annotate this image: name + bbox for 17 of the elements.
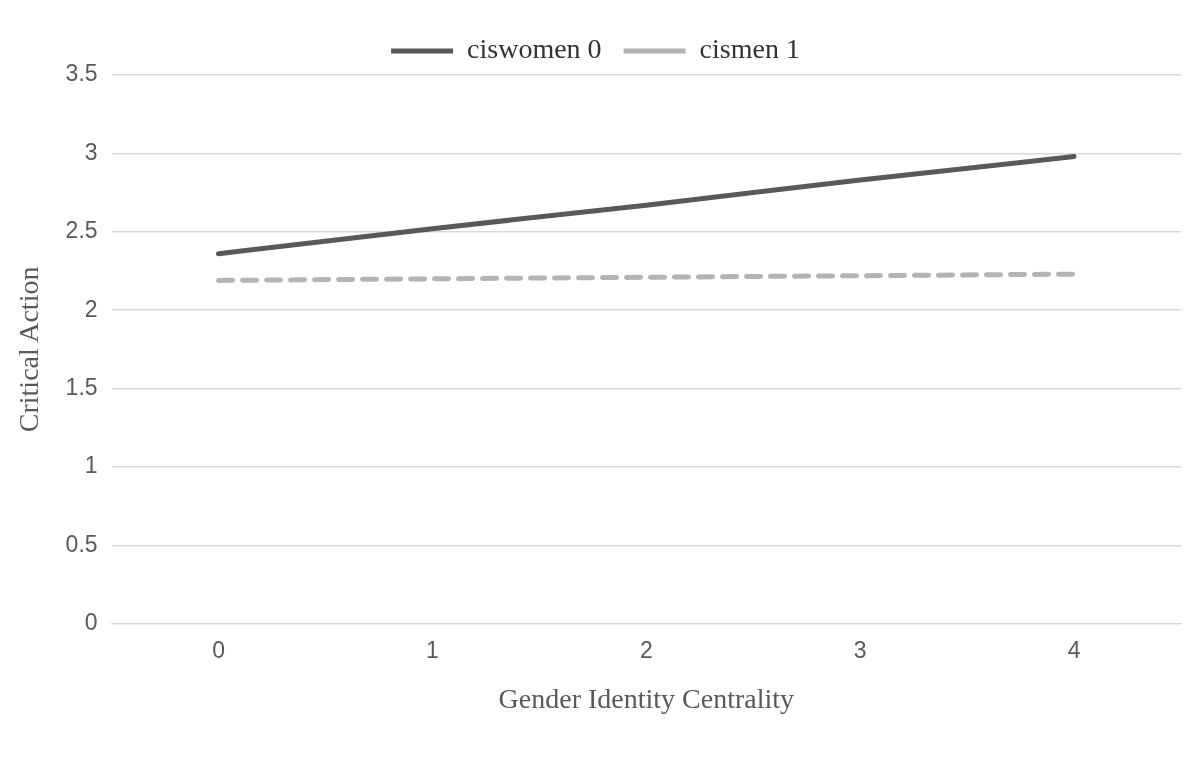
x-tick-label: 4 [1067,636,1081,663]
y-tick-label: 2 [84,295,98,322]
legend-label: ciswomen 0 [467,33,602,65]
y-tick-label: 0 [84,609,98,636]
y-tick-label: 2.5 [65,217,98,244]
x-tick-label: 3 [853,636,867,663]
y-axis-title: Critical Action [13,266,45,433]
y-tick-label: 1 [84,452,98,479]
y-tick-label: 3.5 [65,60,98,87]
legend-label: cismen 1 [699,33,800,65]
y-tick-label: 1.5 [65,373,98,400]
y-tick-label: 0.5 [65,530,98,557]
x-tick-label: 2 [639,636,653,663]
x-tick-label: 1 [426,636,439,663]
y-tick-label: 3 [84,138,98,165]
x-axis-title: Gender Identity Centrality [498,682,795,714]
x-tick-label: 0 [212,636,225,663]
